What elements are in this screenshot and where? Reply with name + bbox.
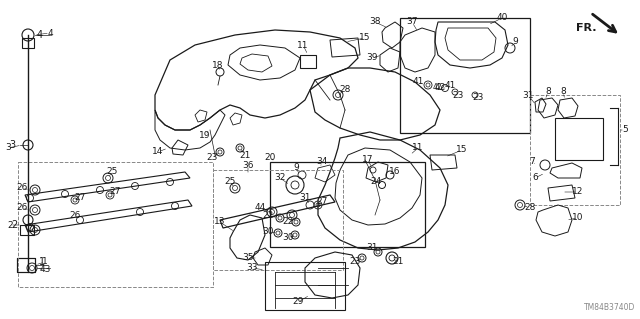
Text: 31: 31 [300, 194, 311, 203]
Text: 40: 40 [496, 13, 508, 23]
Text: 27: 27 [109, 188, 121, 197]
Text: 31: 31 [366, 243, 378, 253]
Text: 3: 3 [9, 140, 15, 150]
Text: 36: 36 [243, 160, 253, 169]
Text: 12: 12 [572, 188, 584, 197]
Text: 26: 26 [69, 211, 81, 219]
Text: 21: 21 [239, 151, 251, 160]
Text: 20: 20 [264, 152, 276, 161]
Text: 23: 23 [472, 93, 484, 102]
Text: 9: 9 [512, 38, 518, 47]
Text: 1: 1 [39, 257, 45, 267]
Text: 39: 39 [366, 54, 378, 63]
Text: 17: 17 [362, 155, 374, 165]
Text: 8: 8 [545, 87, 551, 97]
Bar [18, 162, 213, 287]
Text: 9: 9 [293, 164, 299, 173]
Bar [17, 258, 35, 272]
Text: 24: 24 [371, 177, 381, 187]
Text: 30: 30 [262, 227, 274, 236]
Text: 23: 23 [349, 257, 361, 266]
Text: 13: 13 [214, 218, 226, 226]
Text: 34: 34 [316, 158, 328, 167]
Text: 15: 15 [359, 33, 371, 42]
Bar [20, 225, 34, 235]
Text: 23: 23 [452, 91, 464, 100]
Text: 14: 14 [152, 147, 164, 157]
Bar [400, 18, 530, 133]
Text: 1: 1 [42, 257, 48, 266]
Text: 44: 44 [254, 204, 266, 212]
Text: 37: 37 [406, 18, 418, 26]
Text: 8: 8 [560, 87, 566, 97]
Text: 33: 33 [246, 263, 258, 272]
Text: 21: 21 [392, 257, 404, 266]
Text: 11: 11 [412, 144, 424, 152]
Bar [22, 38, 34, 48]
Text: 19: 19 [199, 130, 211, 139]
Text: FR.: FR. [577, 23, 597, 33]
Text: 4: 4 [47, 28, 53, 38]
Bar [17, 258, 35, 272]
Text: 38: 38 [369, 18, 381, 26]
Bar [213, 170, 343, 270]
Text: 29: 29 [292, 298, 304, 307]
Text: 2: 2 [7, 220, 13, 229]
Text: 41: 41 [412, 78, 424, 86]
Text: TM84B3740D: TM84B3740D [584, 303, 635, 312]
Text: 31: 31 [522, 91, 534, 100]
Bar [265, 262, 345, 310]
Text: 25: 25 [106, 167, 118, 176]
Text: 32: 32 [275, 174, 285, 182]
Text: 27: 27 [316, 197, 328, 206]
Text: 5: 5 [622, 125, 628, 135]
Text: 23: 23 [206, 153, 218, 162]
Text: 10: 10 [572, 213, 584, 222]
Text: 28: 28 [524, 204, 536, 212]
Text: 16: 16 [389, 167, 401, 176]
Text: 11: 11 [297, 41, 308, 49]
Text: 6: 6 [532, 174, 538, 182]
Text: 25: 25 [224, 177, 236, 187]
Text: 15: 15 [456, 145, 468, 154]
Text: 26: 26 [16, 183, 28, 192]
Text: 30: 30 [282, 234, 294, 242]
Text: 4: 4 [37, 30, 43, 40]
Text: 7: 7 [529, 158, 535, 167]
Bar [270, 162, 425, 247]
Bar [530, 95, 620, 205]
Text: 41: 41 [444, 80, 456, 90]
Text: 26: 26 [16, 204, 28, 212]
Text: 28: 28 [339, 85, 351, 94]
Text: 42: 42 [432, 84, 442, 93]
Bar [555, 118, 603, 160]
Text: 2: 2 [11, 220, 17, 230]
Text: 42: 42 [435, 84, 445, 93]
Text: 18: 18 [212, 61, 224, 70]
Text: 27: 27 [74, 192, 86, 202]
Text: 3: 3 [5, 144, 11, 152]
Text: 43: 43 [39, 265, 51, 275]
Text: 22: 22 [262, 211, 274, 219]
Text: 35: 35 [243, 254, 253, 263]
Text: 22: 22 [282, 218, 294, 226]
